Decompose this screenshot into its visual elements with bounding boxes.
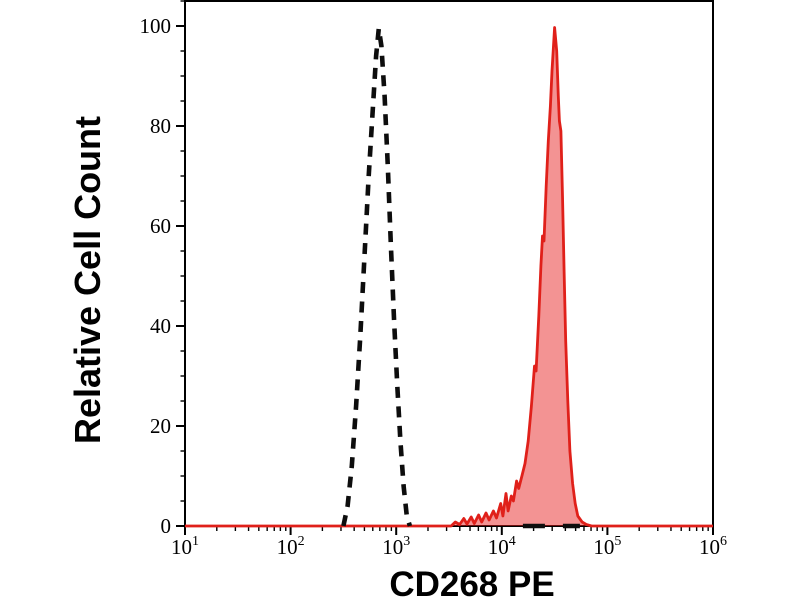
x-tick-label: 103 <box>382 534 410 559</box>
x-tick-label: 105 <box>593 534 621 559</box>
y-tick-label: 60 <box>150 214 171 238</box>
y-tick-label: 40 <box>150 314 171 338</box>
x-axis-title: CD268 PE <box>389 565 554 600</box>
y-axis-title: Relative Cell Count <box>67 116 108 444</box>
cd268-pe-stained-curve <box>185 26 713 528</box>
y-tick-label: 0 <box>161 514 172 538</box>
x-tick-label: 106 <box>699 534 727 559</box>
y-tick-label: 80 <box>150 114 171 138</box>
x-tick-label: 101 <box>171 534 199 559</box>
y-tick-label: 100 <box>140 14 172 38</box>
isotype-control-curve <box>341 26 413 527</box>
x-tick-label: 104 <box>488 534 516 559</box>
plot-box <box>184 0 714 527</box>
y-tick-label: 20 <box>150 414 171 438</box>
x-tick-label: 102 <box>277 534 305 559</box>
